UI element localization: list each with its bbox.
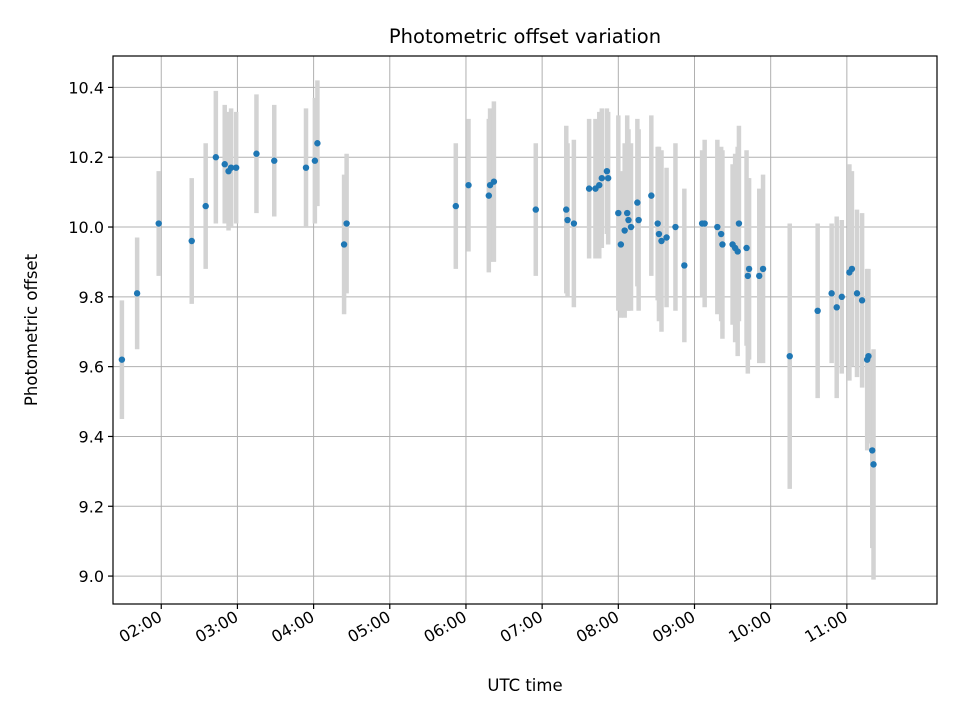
y-axis-label: Photometric offset <box>22 253 41 406</box>
data-point <box>756 272 763 280</box>
data-point <box>564 216 571 224</box>
data-point <box>253 150 260 157</box>
x-axis-label: UTC time <box>487 676 562 695</box>
data-point <box>188 237 195 245</box>
data-point <box>701 220 708 227</box>
data-point <box>744 272 752 280</box>
data-point <box>604 174 612 182</box>
y-tick-label: 10.0 <box>68 218 104 237</box>
data-point <box>717 230 725 238</box>
data-point <box>858 297 866 304</box>
data-point <box>615 209 622 217</box>
y-tick-label: 9.6 <box>79 358 104 377</box>
data-point <box>485 192 493 199</box>
y-tick-label: 10.4 <box>68 78 104 97</box>
data-point <box>624 209 631 217</box>
data-point <box>227 164 235 171</box>
chart-title: Photometric offset variation <box>389 25 661 48</box>
data-point <box>202 202 209 210</box>
data-point <box>735 220 743 227</box>
y-axis-ticks: 9.0 9.2 9.4 9.6 9.8 10.0 10.2 10.4 <box>68 78 113 586</box>
data-point <box>833 304 840 311</box>
data-point <box>635 216 642 224</box>
y-tick-label: 9.0 <box>79 567 104 586</box>
data-point <box>734 248 741 255</box>
data-points <box>118 140 877 468</box>
data-point <box>133 290 141 297</box>
data-point <box>617 241 625 248</box>
data-point <box>870 461 877 468</box>
data-point <box>221 161 228 168</box>
data-point <box>714 223 721 231</box>
data-point <box>848 265 856 273</box>
data-point <box>869 447 876 454</box>
data-point <box>759 265 767 273</box>
plot-frame <box>112 55 938 605</box>
data-point <box>786 352 793 360</box>
data-point <box>634 199 641 206</box>
data-point <box>814 307 821 315</box>
data-point <box>343 220 350 227</box>
y-tick-label: 9.2 <box>79 497 104 516</box>
data-point <box>681 262 688 269</box>
y-tick-label: 9.4 <box>79 427 104 446</box>
data-point <box>340 241 348 248</box>
data-point <box>563 206 570 213</box>
data-point <box>302 164 310 171</box>
data-point <box>271 157 278 164</box>
data-point <box>655 230 663 238</box>
data-point <box>743 244 750 252</box>
data-point <box>490 178 498 185</box>
data-point <box>598 174 606 182</box>
data-point <box>314 140 321 147</box>
data-point <box>828 290 835 297</box>
data-point <box>232 164 240 171</box>
data-point <box>570 220 578 227</box>
data-point <box>719 241 726 248</box>
data-point <box>621 227 628 234</box>
data-point <box>212 154 220 161</box>
data-point <box>658 237 665 245</box>
data-point <box>452 202 460 210</box>
data-point <box>745 265 753 273</box>
data-point <box>585 185 593 192</box>
data-point <box>603 167 611 175</box>
data-point <box>627 223 635 231</box>
data-point <box>118 356 126 363</box>
data-point <box>654 220 661 227</box>
data-point <box>596 181 603 189</box>
data-point <box>625 216 632 224</box>
data-point <box>853 290 861 297</box>
data-point <box>648 192 655 199</box>
data-point <box>532 206 539 213</box>
y-tick-label: 10.2 <box>68 148 104 167</box>
data-point <box>311 157 319 164</box>
y-tick-label: 9.8 <box>79 288 104 307</box>
data-point <box>672 223 679 231</box>
data-point <box>838 293 845 301</box>
data-point <box>465 181 472 189</box>
data-point <box>663 234 670 241</box>
data-point <box>865 352 872 360</box>
data-point <box>155 220 162 227</box>
